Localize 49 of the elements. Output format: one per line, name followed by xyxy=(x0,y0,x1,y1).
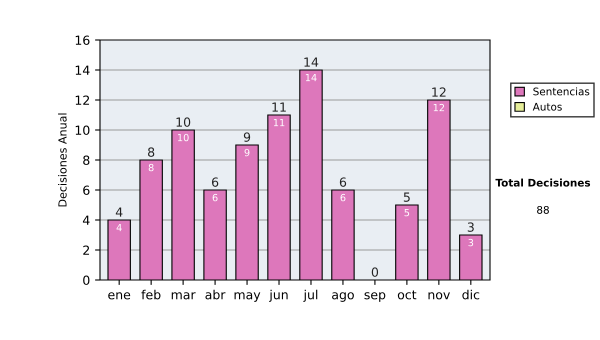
y-tick-label: 14 xyxy=(76,66,90,75)
total-label: 8 xyxy=(148,147,154,157)
y-tick-label: 16 xyxy=(76,35,90,45)
data-label: 8 xyxy=(148,164,154,172)
x-tick-label: ene xyxy=(108,292,130,300)
x-tick-label: jun xyxy=(269,290,288,302)
data-label: 10 xyxy=(178,134,189,142)
y-tick-label: 6 xyxy=(83,185,90,195)
y-tick-label: 0 xyxy=(83,275,90,285)
total-label: 3 xyxy=(468,222,474,232)
data-label: 11 xyxy=(274,119,284,126)
data-label: 6 xyxy=(212,194,218,202)
total-label: 10 xyxy=(176,117,190,127)
text: Total Decisiones xyxy=(495,178,590,187)
data-label: 6 xyxy=(340,194,346,202)
total-label: 14 xyxy=(304,58,318,67)
y-tick-label: 10 xyxy=(76,125,90,135)
total-label: 9 xyxy=(244,132,250,142)
total-label: 5 xyxy=(404,192,410,202)
data-label: 12 xyxy=(434,104,444,112)
total-label: 11 xyxy=(272,102,286,112)
x-tick-label: abr xyxy=(205,290,226,300)
total-label: 12 xyxy=(432,87,446,97)
y-tick-label: 8 xyxy=(83,155,90,165)
data-label: 14 xyxy=(306,74,317,82)
y-tick-label: 2 xyxy=(83,245,90,255)
y-axis-title: Decisiones Anual xyxy=(58,114,67,206)
x-tick-label: jul xyxy=(303,290,318,302)
x-tick-label: feb xyxy=(141,290,160,300)
total-label: 6 xyxy=(340,177,346,187)
data-label: 3 xyxy=(468,238,474,246)
x-tick-label: oct xyxy=(398,290,416,300)
total-label: 6 xyxy=(212,177,218,187)
x-tick-label: sep xyxy=(364,292,386,302)
x-tick-label: nov xyxy=(428,292,450,300)
y-tick-label: 12 xyxy=(76,95,90,105)
total-label: 4 xyxy=(116,208,122,217)
data-label: 4 xyxy=(116,224,122,232)
x-tick-label: ago xyxy=(332,292,354,302)
total-label: 0 xyxy=(372,267,378,277)
y-tick-label: 4 xyxy=(82,216,90,225)
x-tick-label: may xyxy=(234,292,260,302)
legend-label: Sentencias xyxy=(533,87,590,96)
x-tick-label: dic xyxy=(462,290,480,300)
data-label: 9 xyxy=(244,148,250,156)
x-tick-label: mar xyxy=(172,292,196,300)
legend-label: Autos xyxy=(532,102,562,111)
data-label: 5 xyxy=(404,209,410,216)
text: 88 xyxy=(537,206,549,214)
